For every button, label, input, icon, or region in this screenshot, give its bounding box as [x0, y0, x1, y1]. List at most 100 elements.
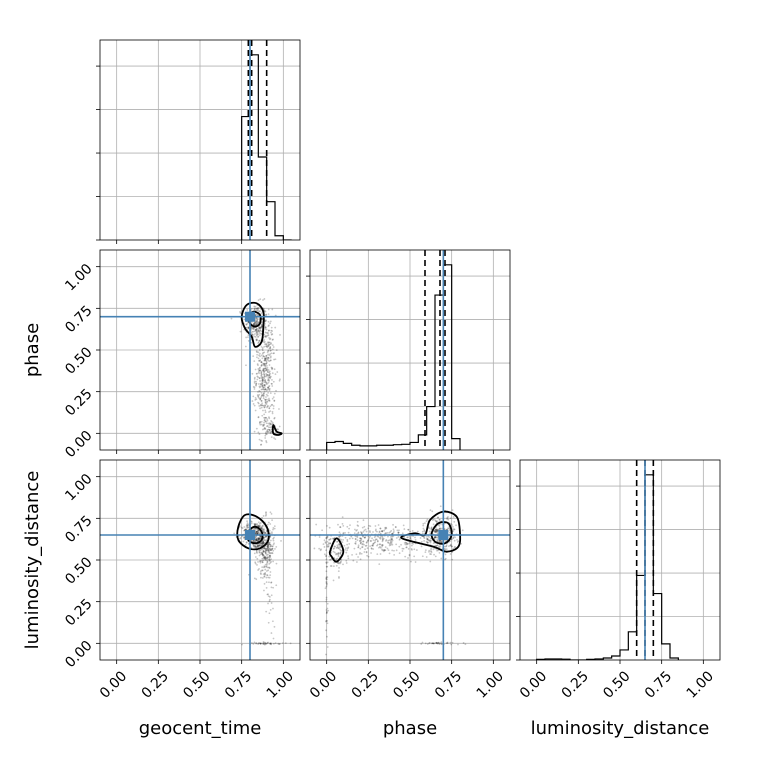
sample-point	[266, 386, 269, 389]
sample-point	[258, 332, 261, 335]
sample-point	[357, 531, 360, 534]
sample-point	[266, 425, 268, 428]
sample-point	[353, 547, 356, 550]
sample-point	[334, 545, 336, 548]
x-tick-label: 0.00	[517, 668, 550, 701]
sample-point	[267, 353, 269, 356]
sample-point	[254, 523, 257, 525]
sample-point	[259, 560, 262, 562]
sample-point	[265, 549, 268, 552]
histogram-luminosity_distance	[536, 474, 679, 660]
sample-point	[354, 537, 357, 540]
sample-point	[256, 544, 259, 547]
sample-point	[254, 396, 257, 399]
sample-point	[451, 641, 454, 644]
sample-point	[274, 547, 276, 550]
sample-point	[457, 540, 460, 543]
sample-point	[398, 538, 401, 541]
sample-point	[433, 536, 436, 539]
sample-point	[359, 542, 362, 545]
sample-point	[265, 354, 268, 357]
sample-point	[259, 549, 262, 552]
sample-point	[268, 431, 270, 433]
sample-point	[438, 643, 441, 646]
sample-point	[284, 642, 287, 645]
sample-point	[259, 532, 261, 535]
sample-point	[260, 420, 263, 423]
sample-point	[444, 528, 446, 531]
sample-point	[420, 545, 423, 548]
sample-point	[263, 556, 266, 559]
sample-point	[267, 332, 269, 335]
sample-point	[436, 531, 438, 534]
sample-point	[319, 549, 322, 552]
sample-point	[337, 547, 340, 549]
sample-point	[326, 561, 329, 564]
sample-point	[265, 343, 268, 345]
sample-point	[324, 542, 327, 544]
sample-point	[267, 566, 269, 569]
sample-point	[262, 369, 265, 372]
sample-point	[261, 529, 264, 532]
sample-point	[379, 543, 381, 546]
sample-point	[326, 602, 329, 605]
sample-point	[264, 428, 267, 430]
sample-point	[390, 538, 392, 540]
sample-point	[255, 317, 258, 320]
sample-point	[370, 547, 373, 550]
sample-point	[333, 547, 336, 550]
sample-point	[262, 355, 265, 357]
sample-point	[259, 407, 261, 410]
sample-point	[270, 558, 272, 561]
sample-point	[260, 312, 263, 315]
sample-point	[258, 326, 261, 329]
sample-point	[431, 519, 434, 521]
sample-point	[434, 530, 436, 533]
sample-point	[258, 377, 261, 380]
sample-point	[265, 559, 268, 562]
sample-point	[257, 329, 259, 332]
sample-point	[264, 322, 266, 325]
sample-point	[262, 540, 265, 543]
sample-point	[253, 322, 255, 325]
sample-point	[257, 342, 260, 345]
sample-point	[363, 543, 365, 546]
sample-point	[266, 341, 269, 344]
sample-point	[265, 431, 268, 434]
sample-point	[268, 411, 270, 413]
sample-point	[263, 557, 266, 560]
contour-luminosity_distance_vs_phase-0	[400, 510, 462, 553]
sample-point	[280, 540, 282, 542]
sample-point	[253, 380, 256, 383]
sample-point	[432, 518, 435, 521]
sample-point	[255, 329, 258, 332]
sample-point	[265, 566, 268, 568]
sample-point	[365, 530, 368, 533]
sample-point	[328, 555, 331, 558]
sample-point	[257, 327, 260, 329]
sample-point	[256, 330, 259, 333]
x-tick-label: 0.00	[307, 668, 340, 701]
sample-point	[256, 372, 259, 375]
sample-point	[260, 326, 263, 329]
sample-point	[268, 612, 271, 615]
sample-point	[264, 558, 266, 561]
sample-point	[266, 574, 269, 577]
sample-point	[259, 352, 261, 355]
sample-point	[256, 530, 259, 533]
sample-point	[339, 526, 342, 528]
sample-point	[414, 536, 416, 539]
sample-point	[262, 515, 265, 517]
sample-point	[357, 556, 359, 558]
sample-point	[325, 583, 328, 586]
sample-point	[454, 536, 456, 539]
sample-point	[245, 526, 248, 529]
sample-point	[260, 325, 263, 328]
sample-point	[252, 328, 255, 331]
sample-point	[258, 397, 260, 399]
sample-point	[269, 511, 272, 514]
y-tick-label: 1.00	[62, 261, 95, 294]
sample-point	[259, 642, 262, 645]
sample-point	[365, 551, 368, 554]
sample-point	[264, 357, 266, 360]
